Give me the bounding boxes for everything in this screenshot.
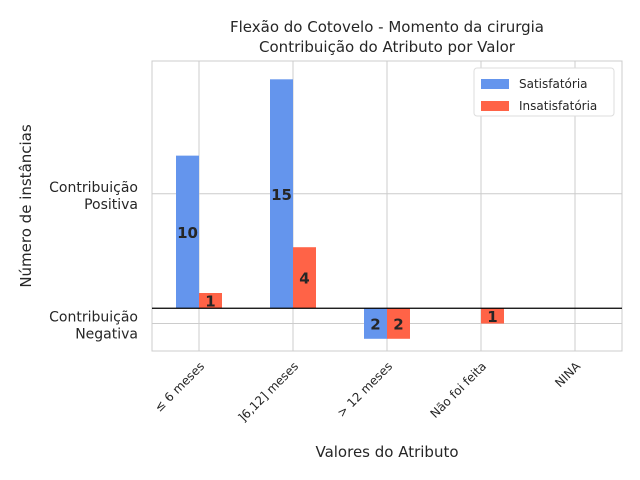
x-tick-label: ]6,12] meses [235,359,301,425]
y-tick-label-line: Negativa [75,327,138,343]
y-tick-label: Contribuição Negativa [49,310,138,343]
y-tick-label: Contribuição Positiva [49,180,138,213]
y-tick-label-line: Positiva [84,197,138,213]
x-tick-label: Não foi feita [427,359,489,421]
chart-subtitle: Contribuição do Atributo por Valor [259,38,516,56]
legend-label: Satisfatória [519,77,588,91]
data-label: 1 [487,308,497,326]
y-tick-label-line: Contribuição [49,310,138,326]
data-label: 2 [393,316,403,334]
x-axis-label: Valores do Atributo [315,443,458,461]
data-label: 15 [271,186,292,204]
bar [481,308,504,324]
x-tick-label: > 12 meses [334,359,395,420]
x-tick-label: ≤ 6 meses [152,359,207,414]
legend-swatch [481,79,509,89]
data-label: 1 [205,293,215,311]
y-axis-label: Número de instâncias [17,124,35,288]
bar [387,308,410,339]
legend: Satisfatória Insatisfatória [473,67,615,117]
bar [270,79,293,309]
data-label: 4 [299,270,309,288]
legend-swatch [481,101,509,111]
bar [293,247,316,309]
chart-title: Flexão do Cotovelo - Momento da cirurgia [230,18,544,36]
bar [364,308,387,339]
plot-frame [151,60,623,352]
x-tick-label: NINA [552,359,583,390]
bar [176,155,199,309]
legend-label: Insatisfatória [519,99,597,113]
data-label: 2 [370,316,380,334]
y-tick-label-line: Contribuição [49,180,138,196]
data-label: 10 [177,224,198,242]
bar [199,293,222,309]
